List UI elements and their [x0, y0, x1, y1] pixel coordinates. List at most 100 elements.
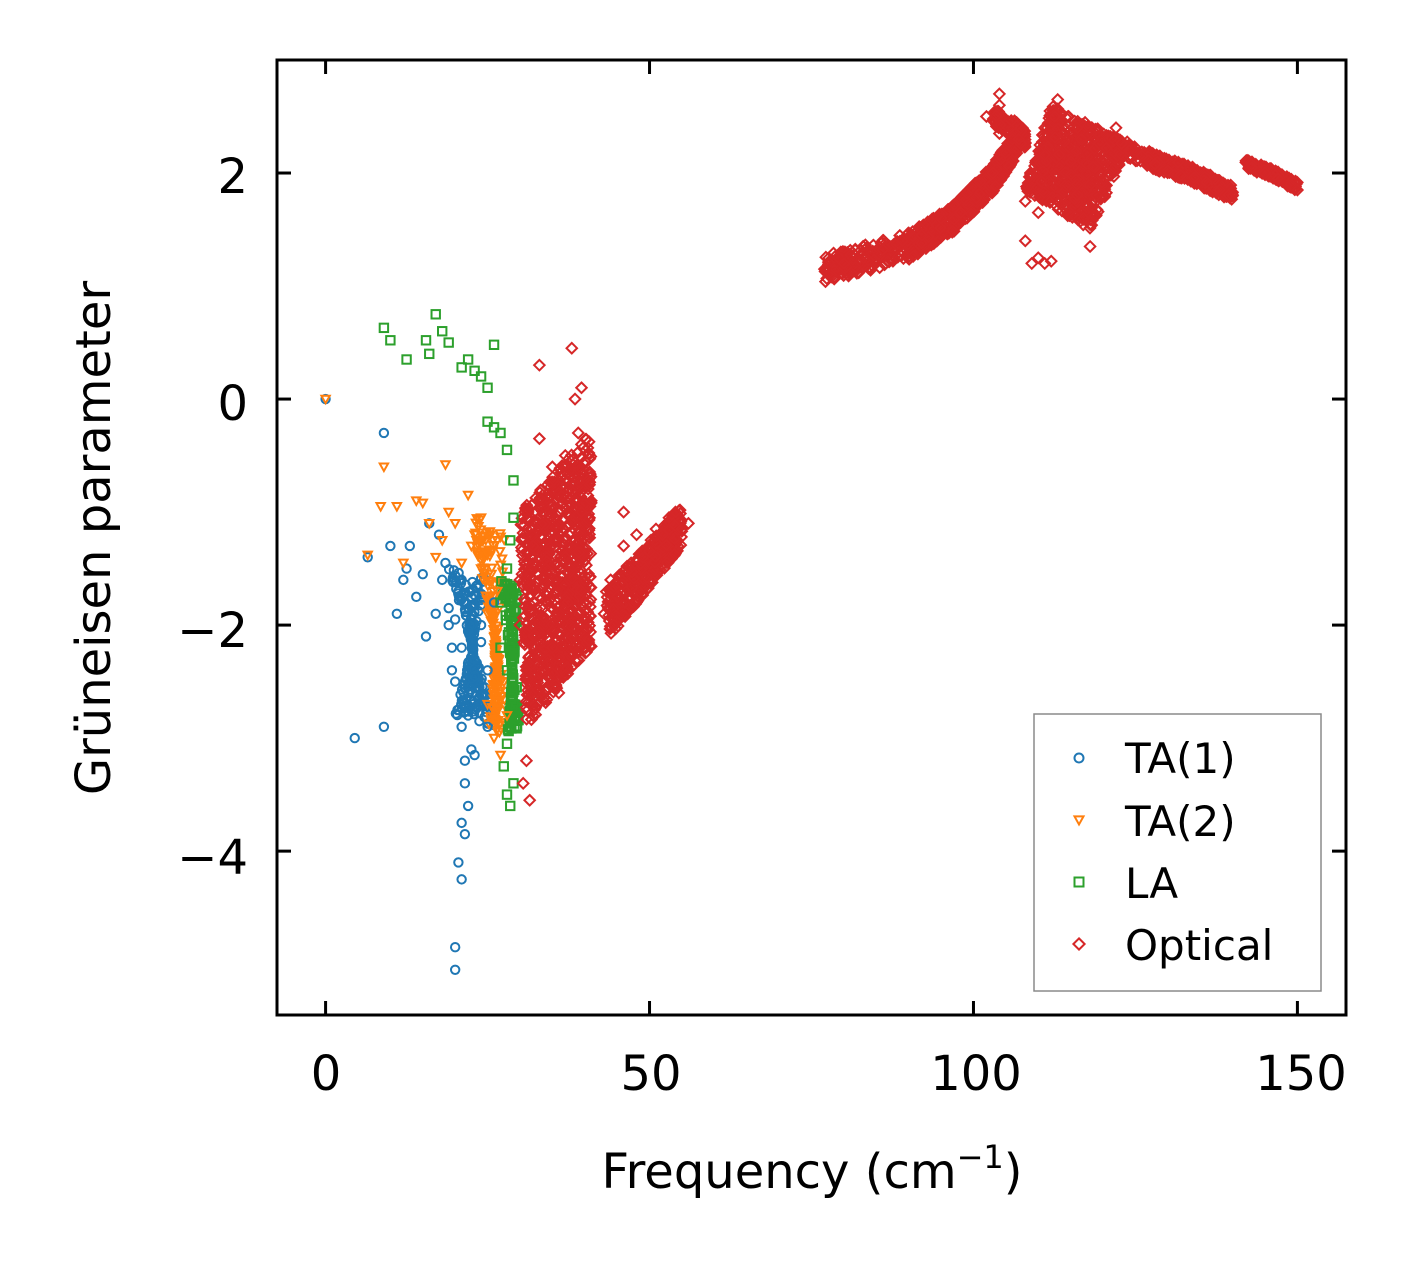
series-3-point: [636, 550, 650, 564]
optical-cloud-point: [1079, 157, 1094, 171]
ta2-cloud-point: [491, 536, 504, 547]
ta2-cloud-point: [485, 563, 498, 575]
optical-cloud-point: [562, 561, 576, 575]
series-3-point: [655, 528, 670, 542]
optical-cloud-point: [579, 477, 593, 491]
optical-cloud-point: [548, 586, 563, 600]
series-0-point: [443, 619, 454, 631]
series-2-point: [385, 335, 396, 346]
optical-cloud-point: [524, 686, 539, 700]
series-1-point: [436, 535, 449, 547]
optical-cloud-point: [572, 459, 586, 474]
series-3-point: [986, 166, 1000, 180]
series-1-point: [429, 552, 442, 564]
series-0-point: [459, 676, 471, 687]
optical-cloud-point: [1084, 127, 1098, 141]
series-3-point: [992, 98, 1007, 112]
series-0-point: [469, 749, 480, 761]
series-3-point: [1044, 254, 1058, 268]
series-3-point: [1161, 164, 1175, 178]
series-0-point: [456, 721, 467, 733]
series-3-point: [953, 205, 968, 220]
series-3-point: [895, 234, 909, 248]
series-3-point: [856, 251, 870, 265]
optical-cloud-point: [527, 578, 541, 592]
series-3-point: [607, 618, 621, 632]
optical-cloud-point: [522, 600, 537, 615]
series-3-point: [668, 505, 683, 519]
y-tick-label-0: 0: [217, 376, 248, 432]
optical-cloud-point: [572, 463, 586, 477]
series-3-point: [568, 392, 582, 406]
series-3-point: [584, 494, 598, 508]
optical-cloud-point: [1057, 135, 1071, 149]
series-0-point: [385, 540, 396, 552]
series-3-point: [610, 590, 624, 604]
series-3-point: [914, 222, 929, 237]
optical-cloud-point: [964, 207, 978, 221]
ta2-cloud-point: [490, 686, 502, 698]
series-1-point: [475, 513, 487, 524]
ta2-cloud-point: [472, 551, 485, 563]
legend-marker-1: [1072, 815, 1086, 827]
optical-cloud-point: [582, 595, 597, 609]
optical-cloud-point: [1059, 122, 1073, 136]
series-3-point: [662, 511, 676, 525]
la-cloud-point: [507, 665, 518, 677]
series-3-point: [629, 528, 644, 542]
series-2-point: [501, 563, 513, 574]
optical-cloud-point: [521, 579, 536, 593]
optical-cloud-point: [948, 218, 962, 232]
optical-cloud-point: [1095, 175, 1109, 189]
ta2-cloud-point: [492, 704, 504, 716]
optical-cloud-point: [1066, 149, 1080, 163]
series-3-point: [1063, 155, 1078, 169]
optical-cloud-point: [990, 155, 1004, 170]
optical-cloud-point: [523, 611, 537, 626]
ta1-cloud-point: [469, 663, 480, 675]
x-tick-label-0: 0: [311, 1046, 342, 1102]
series-0-point: [391, 608, 403, 619]
optical-cloud-point: [543, 540, 557, 555]
optical-cloud-point: [521, 672, 535, 686]
optical-cloud-point: [1055, 204, 1069, 218]
optical-cloud-point: [617, 609, 631, 623]
optical-cloud-point: [515, 544, 529, 558]
series-0-point: [453, 585, 464, 597]
optical-cloud-point: [554, 640, 568, 655]
series-0-point: [443, 602, 454, 614]
optical-cloud-point: [1199, 167, 1213, 181]
legend-label-ta2: TA(2): [1124, 797, 1236, 846]
optical-cloud-point: [1052, 148, 1066, 162]
optical-cloud-point: [901, 250, 915, 265]
series-1-point: [361, 550, 374, 562]
optical-cloud-point: [906, 249, 920, 263]
series-3-point: [616, 505, 631, 519]
series-0-point: [462, 710, 474, 721]
optical-cloud-point: [1001, 136, 1016, 150]
series-3-point: [539, 561, 553, 576]
optical-cloud-point: [1022, 170, 1036, 184]
optical-cloud-point: [559, 507, 574, 521]
optical-cloud-point: [1023, 166, 1038, 180]
series-3-point: [914, 228, 929, 242]
y-tick-label-minus2: −2: [177, 603, 248, 659]
series-3-point: [1102, 166, 1117, 180]
optical-cloud-point: [565, 513, 580, 527]
optical-cloud-point: [824, 267, 838, 282]
series-2-point: [475, 371, 487, 382]
series-3-point: [513, 618, 527, 632]
optical-cloud-point: [1058, 179, 1072, 193]
optical-cloud-point: [544, 654, 558, 669]
optical-cloud-point: [522, 502, 536, 516]
series-0-point: [446, 665, 458, 676]
optical-cloud-point: [582, 513, 596, 527]
optical-cloud-point: [554, 471, 569, 485]
series-0-point: [469, 670, 480, 682]
series-3-point: [513, 573, 527, 587]
series-3-point: [574, 381, 589, 395]
optical-cloud-point: [1014, 121, 1028, 135]
optical-cloud-point: [1171, 155, 1186, 169]
series-3-point: [934, 211, 948, 225]
series-1-point: [397, 558, 410, 570]
